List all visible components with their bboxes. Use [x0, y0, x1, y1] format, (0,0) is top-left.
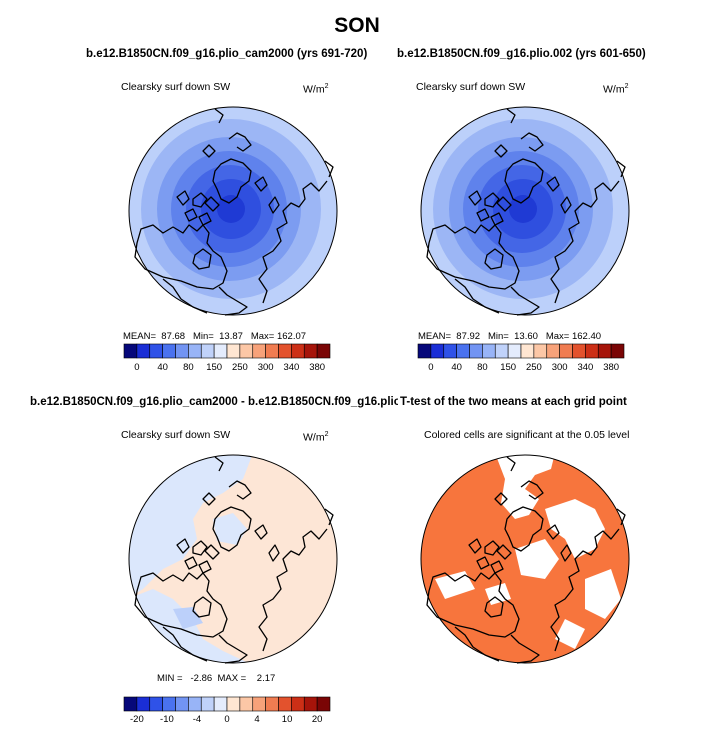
- colorbar-tick-label: 150: [206, 362, 223, 373]
- colorbar-tick-label: -4: [192, 714, 202, 725]
- panel-1-variable-label: Clearsky surf down SW: [121, 81, 231, 93]
- colorbar-swatch: [494, 343, 509, 359]
- colorbar-swatch: [303, 343, 318, 359]
- colorbar-tick-label: 40: [157, 362, 168, 373]
- panel-1-case-title: b.e12.B1850CN.f09_g16.plio_cam2000 (yrs …: [86, 48, 368, 60]
- panel-2-units: W/m2: [603, 83, 629, 96]
- figure-title: SON: [334, 14, 380, 37]
- panel-3-difference-map: [128, 454, 338, 664]
- panel-3-stats: MIN = -2.86 MAX = 2.17: [157, 673, 276, 684]
- panel-2-colorbar-labels: 0 40 80 150 250 300 340 380: [418, 362, 624, 374]
- colorbar-swatch: [520, 343, 535, 359]
- colorbar-swatch: [239, 696, 254, 712]
- colorbar-swatch: [136, 696, 151, 712]
- colorbar-tick-label: 150: [500, 362, 517, 373]
- panel-3-units: W/m2: [303, 431, 329, 444]
- panel-1-colorbar-labels: 0 40 80 150 250 300 340 380: [124, 362, 330, 374]
- colorbar-swatch: [149, 343, 163, 359]
- colorbar-swatch: [597, 343, 612, 359]
- colorbar-swatch: [469, 343, 483, 359]
- colorbar-swatch: [175, 696, 189, 712]
- colorbar-swatch: [533, 343, 548, 359]
- colorbar-tick-label: 40: [451, 362, 462, 373]
- colorbar-swatch: [226, 696, 241, 712]
- colorbar-swatch: [430, 343, 445, 359]
- panel-4-ttest-map: [420, 454, 630, 664]
- colorbar-swatch: [123, 696, 138, 712]
- colorbar-tick-label: 80: [183, 362, 194, 373]
- colorbar-swatch: [291, 343, 305, 359]
- colorbar-tick-label: 0: [428, 362, 434, 373]
- colorbar-tick-label: 250: [525, 362, 542, 373]
- colorbar-tick-label: 4: [254, 714, 260, 725]
- colorbar-swatch: [585, 343, 599, 359]
- panel-2-colorbar: [417, 343, 625, 359]
- colorbar-swatch: [610, 343, 625, 359]
- panel-3-colorbar-labels: -20 -10 -4 0 4 10 20: [124, 714, 330, 726]
- colorbar-tick-label: 300: [551, 362, 568, 373]
- colorbar-swatch: [265, 343, 279, 359]
- colorbar-swatch: [443, 343, 457, 359]
- colorbar-tick-label: 250: [231, 362, 248, 373]
- panel-3-case-title: b.e12.B1850CN.f09_g16.plio_cam2000 - b.e…: [30, 396, 424, 408]
- colorbar-swatch: [200, 696, 215, 712]
- colorbar-swatch: [226, 343, 241, 359]
- panel-2-variable-label: Clearsky surf down SW: [416, 81, 526, 93]
- panel-1-units: W/m2: [303, 83, 329, 96]
- colorbar-tick-label: 0: [224, 714, 230, 725]
- colorbar-swatch: [162, 696, 176, 712]
- colorbar-swatch: [507, 343, 522, 359]
- colorbar-swatch: [559, 343, 573, 359]
- panel-2-case-title: b.e12.B1850CN.f09_g16.plio.002 (yrs 601-…: [397, 48, 646, 60]
- colorbar-swatch: [572, 343, 586, 359]
- colorbar-swatch: [546, 343, 560, 359]
- colorbar-tick-label: 80: [477, 362, 488, 373]
- colorbar-swatch: [200, 343, 215, 359]
- panel-1-stats: MEAN= 87.68 Min= 13.87 Max= 162.07: [123, 331, 307, 342]
- colorbar-swatch: [252, 696, 266, 712]
- colorbar-swatch: [252, 343, 266, 359]
- colorbar-tick-label: 300: [257, 362, 274, 373]
- colorbar-tick-label: 340: [283, 362, 300, 373]
- colorbar-swatch: [291, 696, 305, 712]
- colorbar-swatch: [188, 343, 202, 359]
- colorbar-swatch: [482, 343, 496, 359]
- colorbar-tick-label: -10: [160, 714, 174, 725]
- colorbar-swatch: [188, 696, 202, 712]
- panel-4-variable-label: Colored cells are significant at the 0.0…: [424, 429, 630, 441]
- panel-1-polar-map: [128, 106, 338, 316]
- colorbar-tick-label: 0: [134, 362, 140, 373]
- colorbar-swatch: [149, 696, 163, 712]
- panel-2-polar-map: [420, 106, 630, 316]
- colorbar-tick-label: -20: [130, 714, 144, 725]
- colorbar-swatch: [316, 343, 331, 359]
- colorbar-swatch: [213, 343, 228, 359]
- colorbar-swatch: [136, 343, 151, 359]
- colorbar-tick-label: 20: [311, 714, 323, 725]
- colorbar-swatch: [278, 343, 292, 359]
- colorbar-swatch: [417, 343, 432, 359]
- colorbar-swatch: [175, 343, 189, 359]
- colorbar-tick-label: 380: [309, 362, 326, 373]
- colorbar-swatch: [265, 696, 279, 712]
- colorbar-swatch: [162, 343, 176, 359]
- panel-1-colorbar: [123, 343, 331, 359]
- colorbar-swatch: [303, 696, 318, 712]
- colorbar-swatch: [123, 343, 138, 359]
- panel-3-variable-label: Clearsky surf down SW: [121, 429, 231, 441]
- colorbar-swatch: [213, 696, 228, 712]
- panel-2-stats: MEAN= 87.92 Min= 13.60 Max= 162.40: [418, 331, 602, 342]
- colorbar-swatch: [316, 696, 331, 712]
- colorbar-tick-label: 10: [281, 714, 293, 725]
- colorbar-swatch: [239, 343, 254, 359]
- colorbar-tick-label: 380: [603, 362, 620, 373]
- panel-4-case-title: T-test of the two means at each grid poi…: [398, 396, 627, 408]
- panel-3-colorbar: [123, 696, 331, 712]
- colorbar-swatch: [278, 696, 292, 712]
- colorbar-tick-label: 340: [577, 362, 594, 373]
- colorbar-swatch: [456, 343, 470, 359]
